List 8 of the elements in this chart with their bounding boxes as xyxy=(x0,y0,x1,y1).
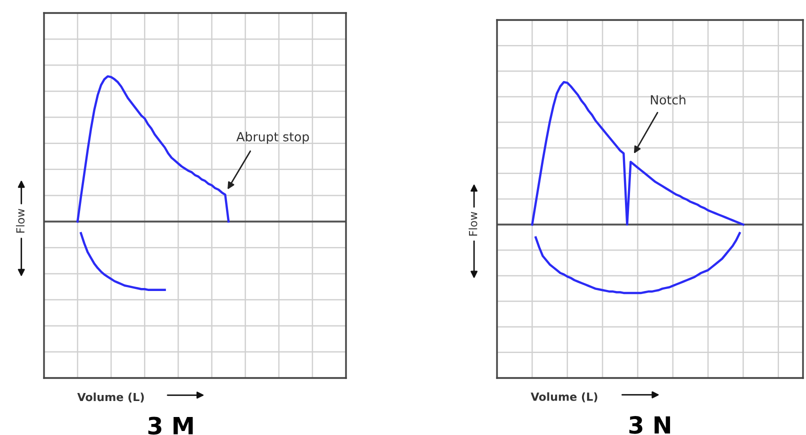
x-axis-title: Volume (L) xyxy=(77,392,144,403)
text: Abrupt stop xyxy=(236,132,309,144)
text: 3 M xyxy=(148,416,193,435)
y-axis-title: Flow xyxy=(468,212,478,236)
x-axis-title: Volume (L) xyxy=(530,392,598,402)
text: 3 N xyxy=(629,416,670,434)
annotation: Notch xyxy=(650,94,686,105)
y-axis-title: Flow xyxy=(16,208,25,233)
